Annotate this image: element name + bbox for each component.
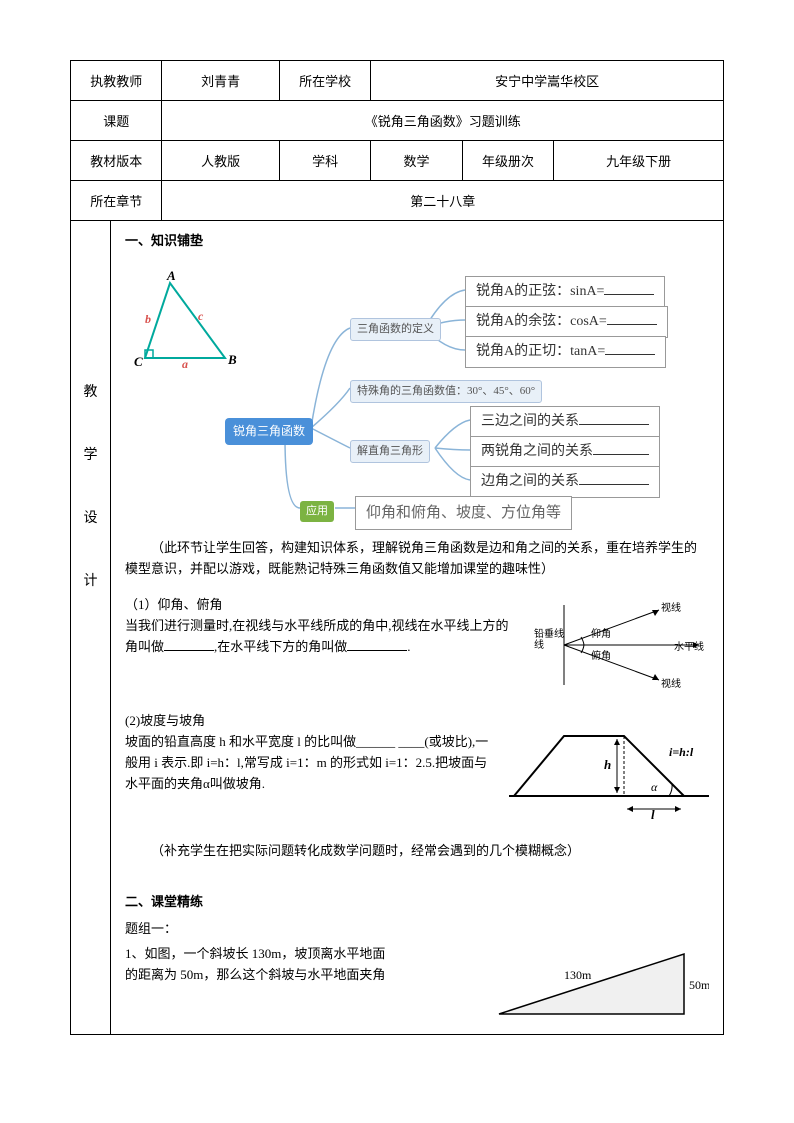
h-teacher-label: 执教教师: [71, 61, 162, 101]
h-teacher-value: 刘青青: [162, 61, 280, 101]
mm-leaf-angle: 两锐角之间的关系: [470, 436, 660, 468]
mm-leaf-cos: 锐角A的余弦：cosA=: [465, 306, 668, 338]
svg-text:水平线: 水平线: [674, 640, 704, 653]
main-content-table: 教 学 设 计 一、知识铺垫 A B C a b c: [70, 221, 724, 1035]
triangle-q1-figure: 130m 50m: [489, 944, 709, 1024]
mm-leaf-tan: 锐角A的正切：tanA=: [465, 336, 666, 368]
mm-leaf-sin: 锐角A的正弦：sinA=: [465, 276, 665, 308]
subsection-1: （1）仰角、俯角 当我们进行测量时,在视线与水平线所成的角中,视线在水平线上方的…: [125, 595, 709, 695]
mm-leaf-app: 仰角和俯角、坡度、方位角等: [355, 496, 572, 530]
h-chapter-label: 所在章节: [71, 181, 162, 221]
mm-leaf-edgeangle: 边角之间的关系: [470, 466, 660, 498]
h-grade-value: 九年级下册: [554, 141, 724, 181]
side-char-4: 计: [79, 550, 102, 613]
h-chapter-value: 第二十八章: [162, 181, 724, 221]
h-school-value: 安宁中学嵩华校区: [371, 61, 724, 101]
side-label-column: 教 学 设 计: [71, 221, 111, 1034]
svg-text:α: α: [651, 780, 658, 794]
q1-line2: 的距离为 50m，那么这个斜坡与水平地面夹角: [125, 965, 479, 986]
h-school-label: 所在学校: [279, 61, 370, 101]
h-grade-label: 年级册次: [462, 141, 553, 181]
mm-leaf-side: 三边之间的关系: [470, 406, 660, 438]
svg-text:铅垂线: 铅垂线: [534, 627, 564, 640]
side-char-3: 设: [79, 487, 102, 550]
mm-node-special: 特殊角的三角函数值：30°、45°、60°: [350, 380, 542, 404]
svg-text:50m: 50m: [689, 978, 709, 992]
section2: 二、课堂精练 题组一： 1、如图，一个斜坡长 130m，坡顶离水平地面 的距离为…: [125, 892, 709, 1024]
h-topic-label: 课题: [71, 101, 162, 141]
svg-text:130m: 130m: [564, 968, 592, 982]
h-topic-value: 《锐角三角函数》习题训练: [162, 101, 724, 141]
mm-node-def: 三角函数的定义: [350, 318, 441, 342]
h-version-value: 人教版: [162, 141, 280, 181]
sub2-title: (2)坡度与坡角: [125, 711, 499, 732]
sub1-title: （1）仰角、俯角: [125, 595, 519, 616]
mm-root: 锐角三角函数: [225, 418, 313, 445]
slope-figure: h l α i=h:l: [509, 711, 709, 821]
content-column: 一、知识铺垫 A B C a b c: [111, 221, 724, 1034]
h-subject-label: 学科: [279, 141, 370, 181]
sub1-text2: ,在水平线下方的角叫做: [214, 639, 347, 654]
h-version-label: 教材版本: [71, 141, 162, 181]
mm-node-solve: 解直角三角形: [350, 440, 430, 464]
q1-line1: 1、如图，一个斜坡长 130m，坡顶离水平地面: [125, 944, 479, 965]
mindmap: A B C a b c: [125, 258, 709, 528]
svg-text:仰角: 仰角: [591, 628, 611, 640]
question-group: 题组一：: [125, 919, 709, 940]
svg-text:视线: 视线: [661, 601, 681, 614]
note2: （补充学生在把实际问题转化成数学问题时，经常会遇到的几个模糊概念）: [125, 841, 709, 862]
side-char-1: 教: [79, 361, 102, 424]
svg-text:i=h:l: i=h:l: [669, 745, 694, 759]
sub2-text: 坡面的铅直高度 h 和水平宽度 l 的比叫做______ ____(或坡比),一…: [125, 732, 499, 794]
section2-title: 二、课堂精练: [125, 892, 709, 913]
svg-text:l: l: [651, 807, 655, 821]
subsection-2: (2)坡度与坡角 坡面的铅直高度 h 和水平宽度 l 的比叫做______ __…: [125, 711, 709, 821]
svg-text:线: 线: [534, 638, 544, 651]
svg-text:俯角: 俯角: [591, 649, 611, 662]
svg-text:h: h: [604, 757, 611, 772]
angle-figure: 铅垂线 线 水平线 视线 视线 仰角 俯角: [529, 595, 709, 695]
note1: （此环节让学生回答，构建知识体系，理解锐角三角函数是边和角之间的关系，重在培养学…: [125, 538, 709, 580]
side-char-2: 学: [79, 424, 102, 487]
header-table: 执教教师 刘青青 所在学校 安宁中学嵩华校区 课题 《锐角三角函数》习题训练 教…: [70, 60, 724, 221]
mm-node-app: 应用: [300, 501, 334, 523]
svg-text:视线: 视线: [661, 677, 681, 690]
h-subject-value: 数学: [371, 141, 462, 181]
section1-title: 一、知识铺垫: [125, 231, 709, 252]
